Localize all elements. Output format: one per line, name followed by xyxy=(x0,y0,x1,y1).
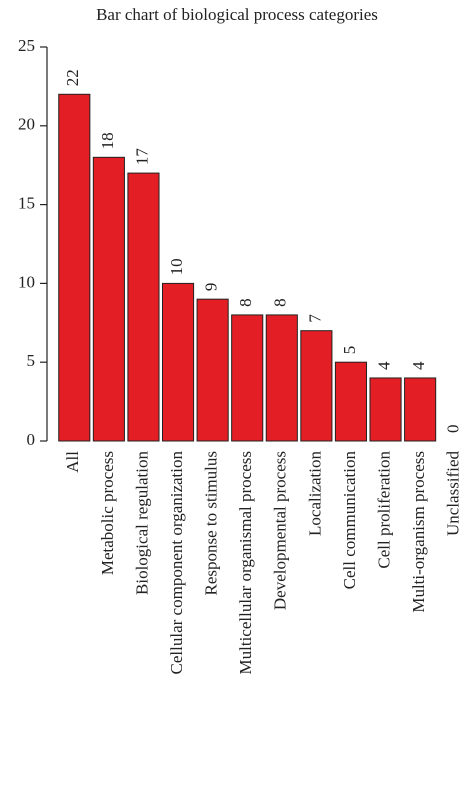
y-tick-label: 5 xyxy=(27,351,36,370)
x-tick-label: Metabolic process xyxy=(98,451,117,575)
x-tick-label: Cell communication xyxy=(340,451,359,590)
bar xyxy=(369,377,402,442)
bar xyxy=(231,314,264,442)
bar xyxy=(58,93,91,442)
value-label: 22 xyxy=(63,69,82,86)
x-tick-label: Cell proliferation xyxy=(374,451,393,569)
value-label: 18 xyxy=(98,132,117,149)
value-label: 5 xyxy=(340,346,359,355)
y-tick-label: 0 xyxy=(27,430,36,449)
x-tick-label: Multi-organism process xyxy=(409,451,428,613)
value-label: 7 xyxy=(305,314,324,323)
value-label: 9 xyxy=(202,283,221,292)
value-label: 0 xyxy=(444,425,463,434)
y-tick-label: 10 xyxy=(18,272,35,291)
x-tick-label: Response to stimulus xyxy=(202,451,221,596)
bar xyxy=(334,361,368,442)
bar xyxy=(404,377,437,442)
value-label: 10 xyxy=(167,258,186,275)
x-tick-label: Cellular component organization xyxy=(167,451,186,675)
x-tick-label: Biological regulation xyxy=(132,451,151,595)
value-label: 4 xyxy=(409,361,428,370)
chart-title: Bar chart of biological process categori… xyxy=(96,5,378,24)
x-tick-label: All xyxy=(63,451,82,473)
bar xyxy=(92,156,125,442)
x-tick-label: Multicellular organismal process xyxy=(236,451,255,674)
y-tick-label: 20 xyxy=(18,115,35,134)
x-tick-label: Localization xyxy=(305,451,324,536)
y-tick-label: 15 xyxy=(18,194,35,213)
value-label: 4 xyxy=(374,361,393,370)
y-tick-label: 25 xyxy=(18,36,35,55)
bar xyxy=(196,298,229,442)
x-tick-label: Unclassified xyxy=(444,451,463,536)
bar xyxy=(265,314,298,442)
value-label: 8 xyxy=(271,298,290,307)
bar xyxy=(127,172,160,442)
value-label: 8 xyxy=(236,298,255,307)
x-tick-label: Developmental process xyxy=(271,451,290,610)
value-label: 17 xyxy=(132,148,151,166)
bar xyxy=(161,282,195,442)
bar xyxy=(300,330,333,442)
